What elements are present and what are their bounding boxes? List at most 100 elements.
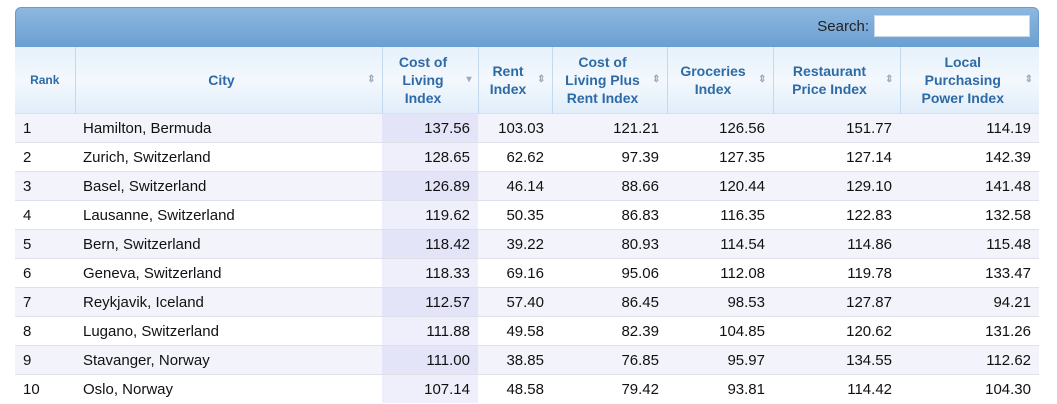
cell-city: Zurich, Switzerland xyxy=(75,142,382,172)
cell-rank: 7 xyxy=(15,287,75,317)
table-row: 7 Reykjavik, Iceland 112.57 57.40 86.45 98.53… xyxy=(15,287,1039,317)
sort-descending-icon: ▾ xyxy=(466,74,472,85)
cell-restaurant-price-index: 120.62 xyxy=(773,316,900,346)
cell-rank: 6 xyxy=(15,258,75,288)
cell-rank: 4 xyxy=(15,200,75,230)
cell-restaurant-price-index: 122.83 xyxy=(773,200,900,230)
column-header-label: Rank xyxy=(30,73,60,87)
cell-groceries-index: 126.56 xyxy=(667,113,773,143)
cell-cost-of-living-index: 112.57 xyxy=(382,287,478,317)
cell-rent-index: 50.35 xyxy=(478,200,552,230)
cell-groceries-index: 114.54 xyxy=(667,229,773,259)
table-row: 1 Hamilton, Bermuda 137.56 103.03 121.21 126.… xyxy=(15,113,1039,143)
table-row: 5 Bern, Switzerland 118.42 39.22 80.93 114.54… xyxy=(15,229,1039,259)
search-input[interactable] xyxy=(874,15,1030,37)
cell-local-purchasing-power-index: 131.26 xyxy=(900,316,1039,346)
column-header-label: Restaurant Price Index xyxy=(792,63,867,97)
sort-icon: ⇕ xyxy=(1024,74,1033,85)
cell-groceries-index: 95.97 xyxy=(667,345,773,375)
cell-rent-index: 69.16 xyxy=(478,258,552,288)
cell-groceries-index: 98.53 xyxy=(667,287,773,317)
cell-cost-of-living-plus-rent-index: 88.66 xyxy=(552,171,667,201)
table-row: 8 Lugano, Switzerland 111.88 49.58 82.39 104.… xyxy=(15,316,1039,346)
cell-restaurant-price-index: 129.10 xyxy=(773,171,900,201)
cell-groceries-index: 116.35 xyxy=(667,200,773,230)
ranking-table: Rank City ⇕ Cost of Living Index ▾ Rent Index… xyxy=(15,47,1039,403)
sort-icon: ⇕ xyxy=(652,74,661,85)
cell-restaurant-price-index: 127.87 xyxy=(773,287,900,317)
cell-rent-index: 39.22 xyxy=(478,229,552,259)
cell-rank: 2 xyxy=(15,142,75,172)
column-header-label: Local Purchasing Power Index xyxy=(921,54,1004,106)
cell-local-purchasing-power-index: 133.47 xyxy=(900,258,1039,288)
cell-restaurant-price-index: 114.42 xyxy=(773,374,900,403)
table-toolbar: Search: xyxy=(15,7,1039,47)
cell-restaurant-price-index: 151.77 xyxy=(773,113,900,143)
cell-rent-index: 46.14 xyxy=(478,171,552,201)
table-row: 9 Stavanger, Norway 111.00 38.85 76.85 95.97 1… xyxy=(15,345,1039,375)
cell-cost-of-living-plus-rent-index: 121.21 xyxy=(552,113,667,143)
column-header-label: Cost of Living Plus Rent Index xyxy=(565,54,640,106)
cell-local-purchasing-power-index: 114.19 xyxy=(900,113,1039,143)
cell-cost-of-living-plus-rent-index: 97.39 xyxy=(552,142,667,172)
cell-city: Bern, Switzerland xyxy=(75,229,382,259)
column-header-label: Cost of Living Index xyxy=(398,54,448,106)
cell-cost-of-living-index: 128.65 xyxy=(382,142,478,172)
cell-cost-of-living-index: 111.88 xyxy=(382,316,478,346)
cell-city: Stavanger, Norway xyxy=(75,345,382,375)
cell-cost-of-living-plus-rent-index: 76.85 xyxy=(552,345,667,375)
cell-rank: 1 xyxy=(15,113,75,143)
cell-city: Lausanne, Switzerland xyxy=(75,200,382,230)
column-header-restaurant-price-index[interactable]: Restaurant Price Index ⇕ xyxy=(772,47,900,114)
cell-groceries-index: 93.81 xyxy=(667,374,773,403)
cell-cost-of-living-index: 119.62 xyxy=(382,200,478,230)
cell-rent-index: 57.40 xyxy=(478,287,552,317)
cell-rank: 8 xyxy=(15,316,75,346)
cell-restaurant-price-index: 114.86 xyxy=(773,229,900,259)
cell-groceries-index: 120.44 xyxy=(667,171,773,201)
cell-restaurant-price-index: 119.78 xyxy=(773,258,900,288)
column-header-rank[interactable]: Rank xyxy=(15,47,75,114)
column-header-label: Groceries Index xyxy=(680,63,746,97)
cell-local-purchasing-power-index: 132.58 xyxy=(900,200,1039,230)
column-header-city[interactable]: City ⇕ xyxy=(74,47,382,114)
cell-rent-index: 62.62 xyxy=(478,142,552,172)
cell-restaurant-price-index: 127.14 xyxy=(773,142,900,172)
cell-cost-of-living-index: 137.56 xyxy=(382,113,478,143)
cell-cost-of-living-plus-rent-index: 95.06 xyxy=(552,258,667,288)
cell-rank: 10 xyxy=(15,374,75,403)
column-header-rent-index[interactable]: Rent Index ⇕ xyxy=(477,47,552,114)
search-label: Search: xyxy=(817,17,869,35)
table-row: 3 Basel, Switzerland 126.89 46.14 88.66 120.4… xyxy=(15,171,1039,201)
cell-rent-index: 103.03 xyxy=(478,113,552,143)
cell-rent-index: 48.58 xyxy=(478,374,552,403)
column-header-groceries-index[interactable]: Groceries Index ⇕ xyxy=(666,47,773,114)
column-header-cost-of-living-index[interactable]: Cost of Living Index ▾ xyxy=(381,47,478,114)
cell-cost-of-living-plus-rent-index: 79.42 xyxy=(552,374,667,403)
cell-cost-of-living-plus-rent-index: 86.45 xyxy=(552,287,667,317)
column-header-cost-of-living-plus-rent-index[interactable]: Cost of Living Plus Rent Index ⇕ xyxy=(551,47,667,114)
cell-rank: 9 xyxy=(15,345,75,375)
cost-of-living-table-widget: Search: Rank City ⇕ Cost of Living Index ▾ Re… xyxy=(15,7,1039,403)
cell-city: Hamilton, Bermuda xyxy=(75,113,382,143)
cell-city: Basel, Switzerland xyxy=(75,171,382,201)
cell-rank: 3 xyxy=(15,171,75,201)
search-box: Search: xyxy=(817,15,1030,37)
cell-groceries-index: 127.35 xyxy=(667,142,773,172)
cell-cost-of-living-index: 111.00 xyxy=(382,345,478,375)
cell-groceries-index: 104.85 xyxy=(667,316,773,346)
cell-local-purchasing-power-index: 104.30 xyxy=(900,374,1039,403)
table-row: 6 Geneva, Switzerland 118.33 69.16 95.06 112.… xyxy=(15,258,1039,288)
table-row: 2 Zurich, Switzerland 128.65 62.62 97.39 127.… xyxy=(15,142,1039,172)
sort-icon: ⇕ xyxy=(367,74,376,85)
cell-rent-index: 38.85 xyxy=(478,345,552,375)
cell-local-purchasing-power-index: 112.62 xyxy=(900,345,1039,375)
cell-local-purchasing-power-index: 142.39 xyxy=(900,142,1039,172)
cell-local-purchasing-power-index: 115.48 xyxy=(900,229,1039,259)
sort-icon: ⇕ xyxy=(885,74,894,85)
column-header-local-purchasing-power-index[interactable]: Local Purchasing Power Index ⇕ xyxy=(899,47,1039,114)
cell-cost-of-living-plus-rent-index: 82.39 xyxy=(552,316,667,346)
cell-rent-index: 49.58 xyxy=(478,316,552,346)
cell-groceries-index: 112.08 xyxy=(667,258,773,288)
sort-icon: ⇕ xyxy=(758,74,767,85)
